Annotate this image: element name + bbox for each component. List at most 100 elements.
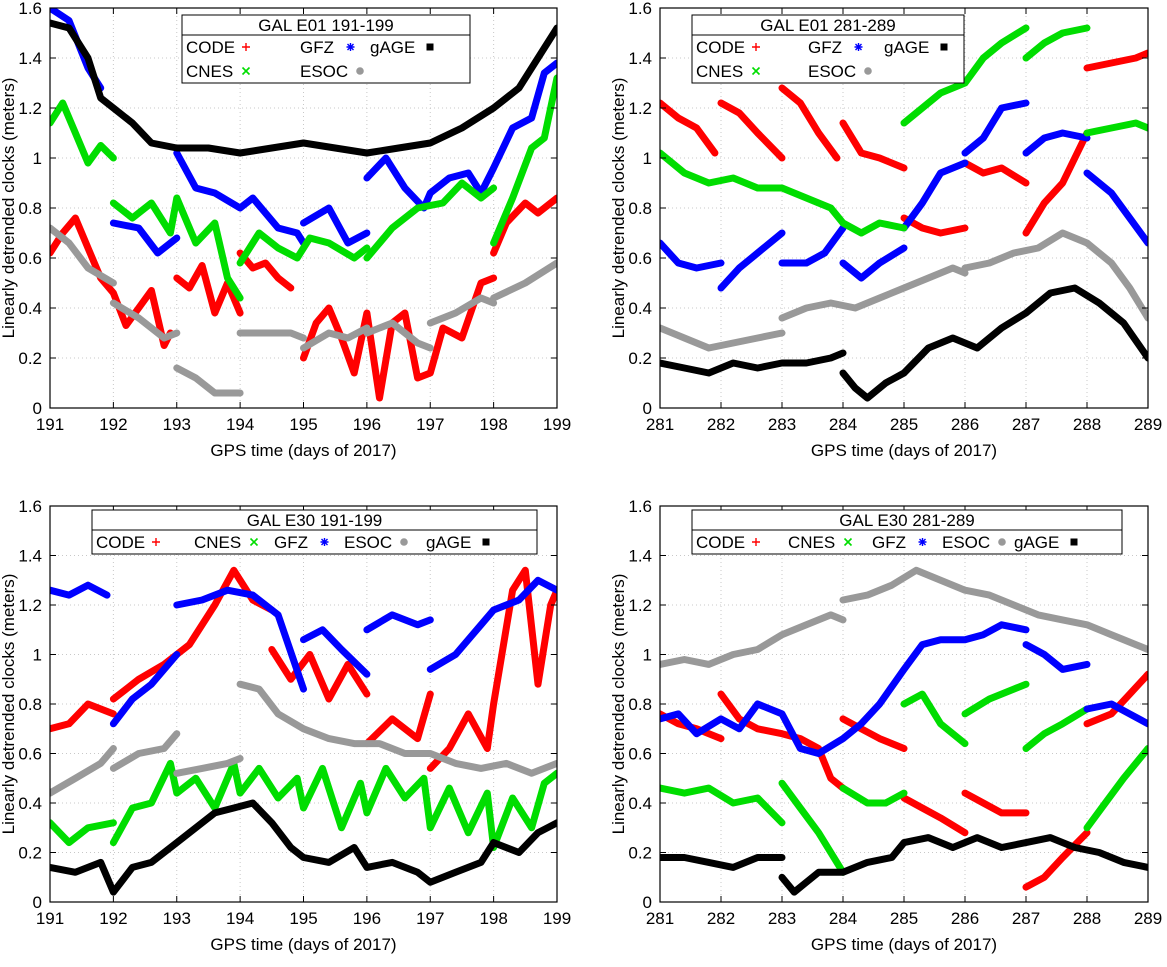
y-axis-label: Linearly detrended clocks (meters): [609, 78, 628, 339]
x-tick-label: 194: [226, 909, 254, 928]
y-tick-label: 1.2: [628, 99, 652, 118]
x-tick-label: 283: [768, 909, 796, 928]
legend-label-gfz: GFZ: [274, 533, 308, 552]
legend-label-gage: gAGE: [426, 533, 471, 552]
series-gfz-segment: [173, 586, 307, 693]
plot-area: [660, 566, 1148, 896]
series-gfz-segment: [778, 224, 847, 267]
y-tick-label: 0.4: [18, 794, 42, 813]
legend-title: GAL E30 281-289: [839, 511, 974, 530]
series-code-segment: [660, 99, 719, 157]
x-tick-label: 289: [1134, 909, 1162, 928]
y-tick-label: 1.2: [18, 99, 42, 118]
x-tick-label: 283: [768, 415, 796, 434]
y-tick-label: 0.8: [18, 695, 42, 714]
series-gfz-segment: [300, 626, 371, 678]
x-tick-label: 286: [951, 909, 979, 928]
series-cnes: [660, 680, 1148, 876]
legend-box: [691, 509, 1123, 555]
series-gfz: [660, 99, 1148, 292]
legend-marker-cnes: [751, 66, 761, 76]
series-esoc-segment: [109, 299, 181, 342]
series-gfz-segment: [426, 576, 557, 673]
series-gfz-segment: [1083, 700, 1148, 728]
series-cnes-segment: [1022, 705, 1091, 752]
x-tick-label: 193: [163, 909, 191, 928]
legend-marker-gage: [426, 43, 434, 51]
series-cnes-segment: [50, 99, 117, 167]
y-tick-label: 0.8: [18, 199, 42, 218]
series-gfz-segment: [300, 204, 371, 247]
legend-title: GAL E01 191-199: [258, 16, 393, 35]
legend-marker-cnes: [843, 537, 853, 547]
series-gage-segment: [839, 284, 1148, 402]
y-tick-label: 0: [33, 893, 42, 912]
legend-marker-gage: [940, 43, 948, 51]
legend-marker-code: [752, 43, 760, 51]
x-tick-label: 281: [646, 909, 674, 928]
legend-marker-gfz: [320, 538, 329, 546]
series-gage-segment: [778, 834, 1148, 896]
series-cnes-segment: [1083, 745, 1148, 832]
series-esoc-segment: [660, 324, 786, 352]
x-tick-label: 194: [226, 415, 254, 434]
series-esoc: [50, 680, 557, 797]
plot-area: [50, 8, 557, 402]
legend-marker-code: [242, 43, 250, 51]
legend-marker-code: [152, 538, 160, 546]
x-tick-label: 288: [1073, 909, 1101, 928]
series-code-segment: [1083, 670, 1148, 728]
series-esoc-segment: [173, 755, 244, 777]
series-gfz: [660, 621, 1148, 757]
legend-label-code: CODE: [696, 38, 745, 57]
series-gage-segment: [660, 854, 786, 871]
axis-ticks: 191 192 193 194 195 196 197 198 199 0 0.2 0.4 0.6 0.8…: [18, 0, 571, 434]
series-gfz-segment: [109, 651, 181, 728]
series-cnes-segment: [1022, 24, 1091, 62]
legend-label-esoc: ESOC: [344, 533, 392, 552]
series-cnes-segment: [900, 690, 969, 748]
legend-title: GAL E01 281-289: [760, 16, 895, 35]
legend-label-code: CODE: [186, 38, 235, 57]
series-code-segment: [490, 194, 557, 257]
y-tick-label: 1: [643, 149, 652, 168]
x-axis-label: GPS time (days of 2017): [811, 935, 997, 954]
series-gage: [660, 834, 1148, 896]
x-tick-label: 289: [1134, 415, 1162, 434]
series-cnes-segment: [778, 779, 847, 876]
y-tick-label: 0.6: [628, 249, 652, 268]
x-tick-label: 198: [479, 415, 507, 434]
series-cnes-segment: [839, 784, 908, 807]
y-tick-label: 1.2: [18, 596, 42, 615]
series-esoc-segment: [961, 229, 1148, 322]
legend-label-cnes: CNES: [788, 533, 835, 552]
legend-box: [691, 14, 965, 84]
series-code-segment: [900, 214, 969, 237]
y-axis-label: Linearly detrended clocks (meters): [0, 574, 18, 835]
x-tick-label: 288: [1073, 415, 1101, 434]
series-cnes-segment: [109, 759, 557, 851]
legend-marker-esoc: [400, 538, 408, 546]
y-tick-label: 0: [643, 893, 652, 912]
series-cnes: [50, 74, 557, 302]
series-gage-segment: [50, 19, 557, 157]
legend-label-cnes: CNES: [194, 533, 241, 552]
series-code-segment: [50, 700, 117, 733]
series-esoc: [50, 224, 557, 397]
x-tick-label: 199: [543, 909, 571, 928]
x-tick-label: 285: [890, 909, 918, 928]
x-tick-label: 195: [289, 909, 317, 928]
plot-area: [660, 24, 1148, 402]
legend-marker-gage: [482, 538, 490, 546]
x-tick-label: 192: [99, 909, 127, 928]
series-gage-segment: [660, 349, 847, 377]
chart-panel-3: 191 192 193 194 195 196 197 198 199 0 0.2 0.4 0.6 0.8…: [0, 497, 571, 954]
y-tick-label: 0.6: [18, 249, 42, 268]
y-tick-label: 0.2: [18, 844, 42, 863]
series-gage: [50, 19, 557, 157]
y-tick-label: 0.8: [628, 199, 652, 218]
x-tick-label: 282: [707, 909, 735, 928]
series-cnes-segment: [363, 179, 498, 262]
y-tick-label: 1: [33, 149, 42, 168]
x-tick-label: 197: [416, 415, 444, 434]
